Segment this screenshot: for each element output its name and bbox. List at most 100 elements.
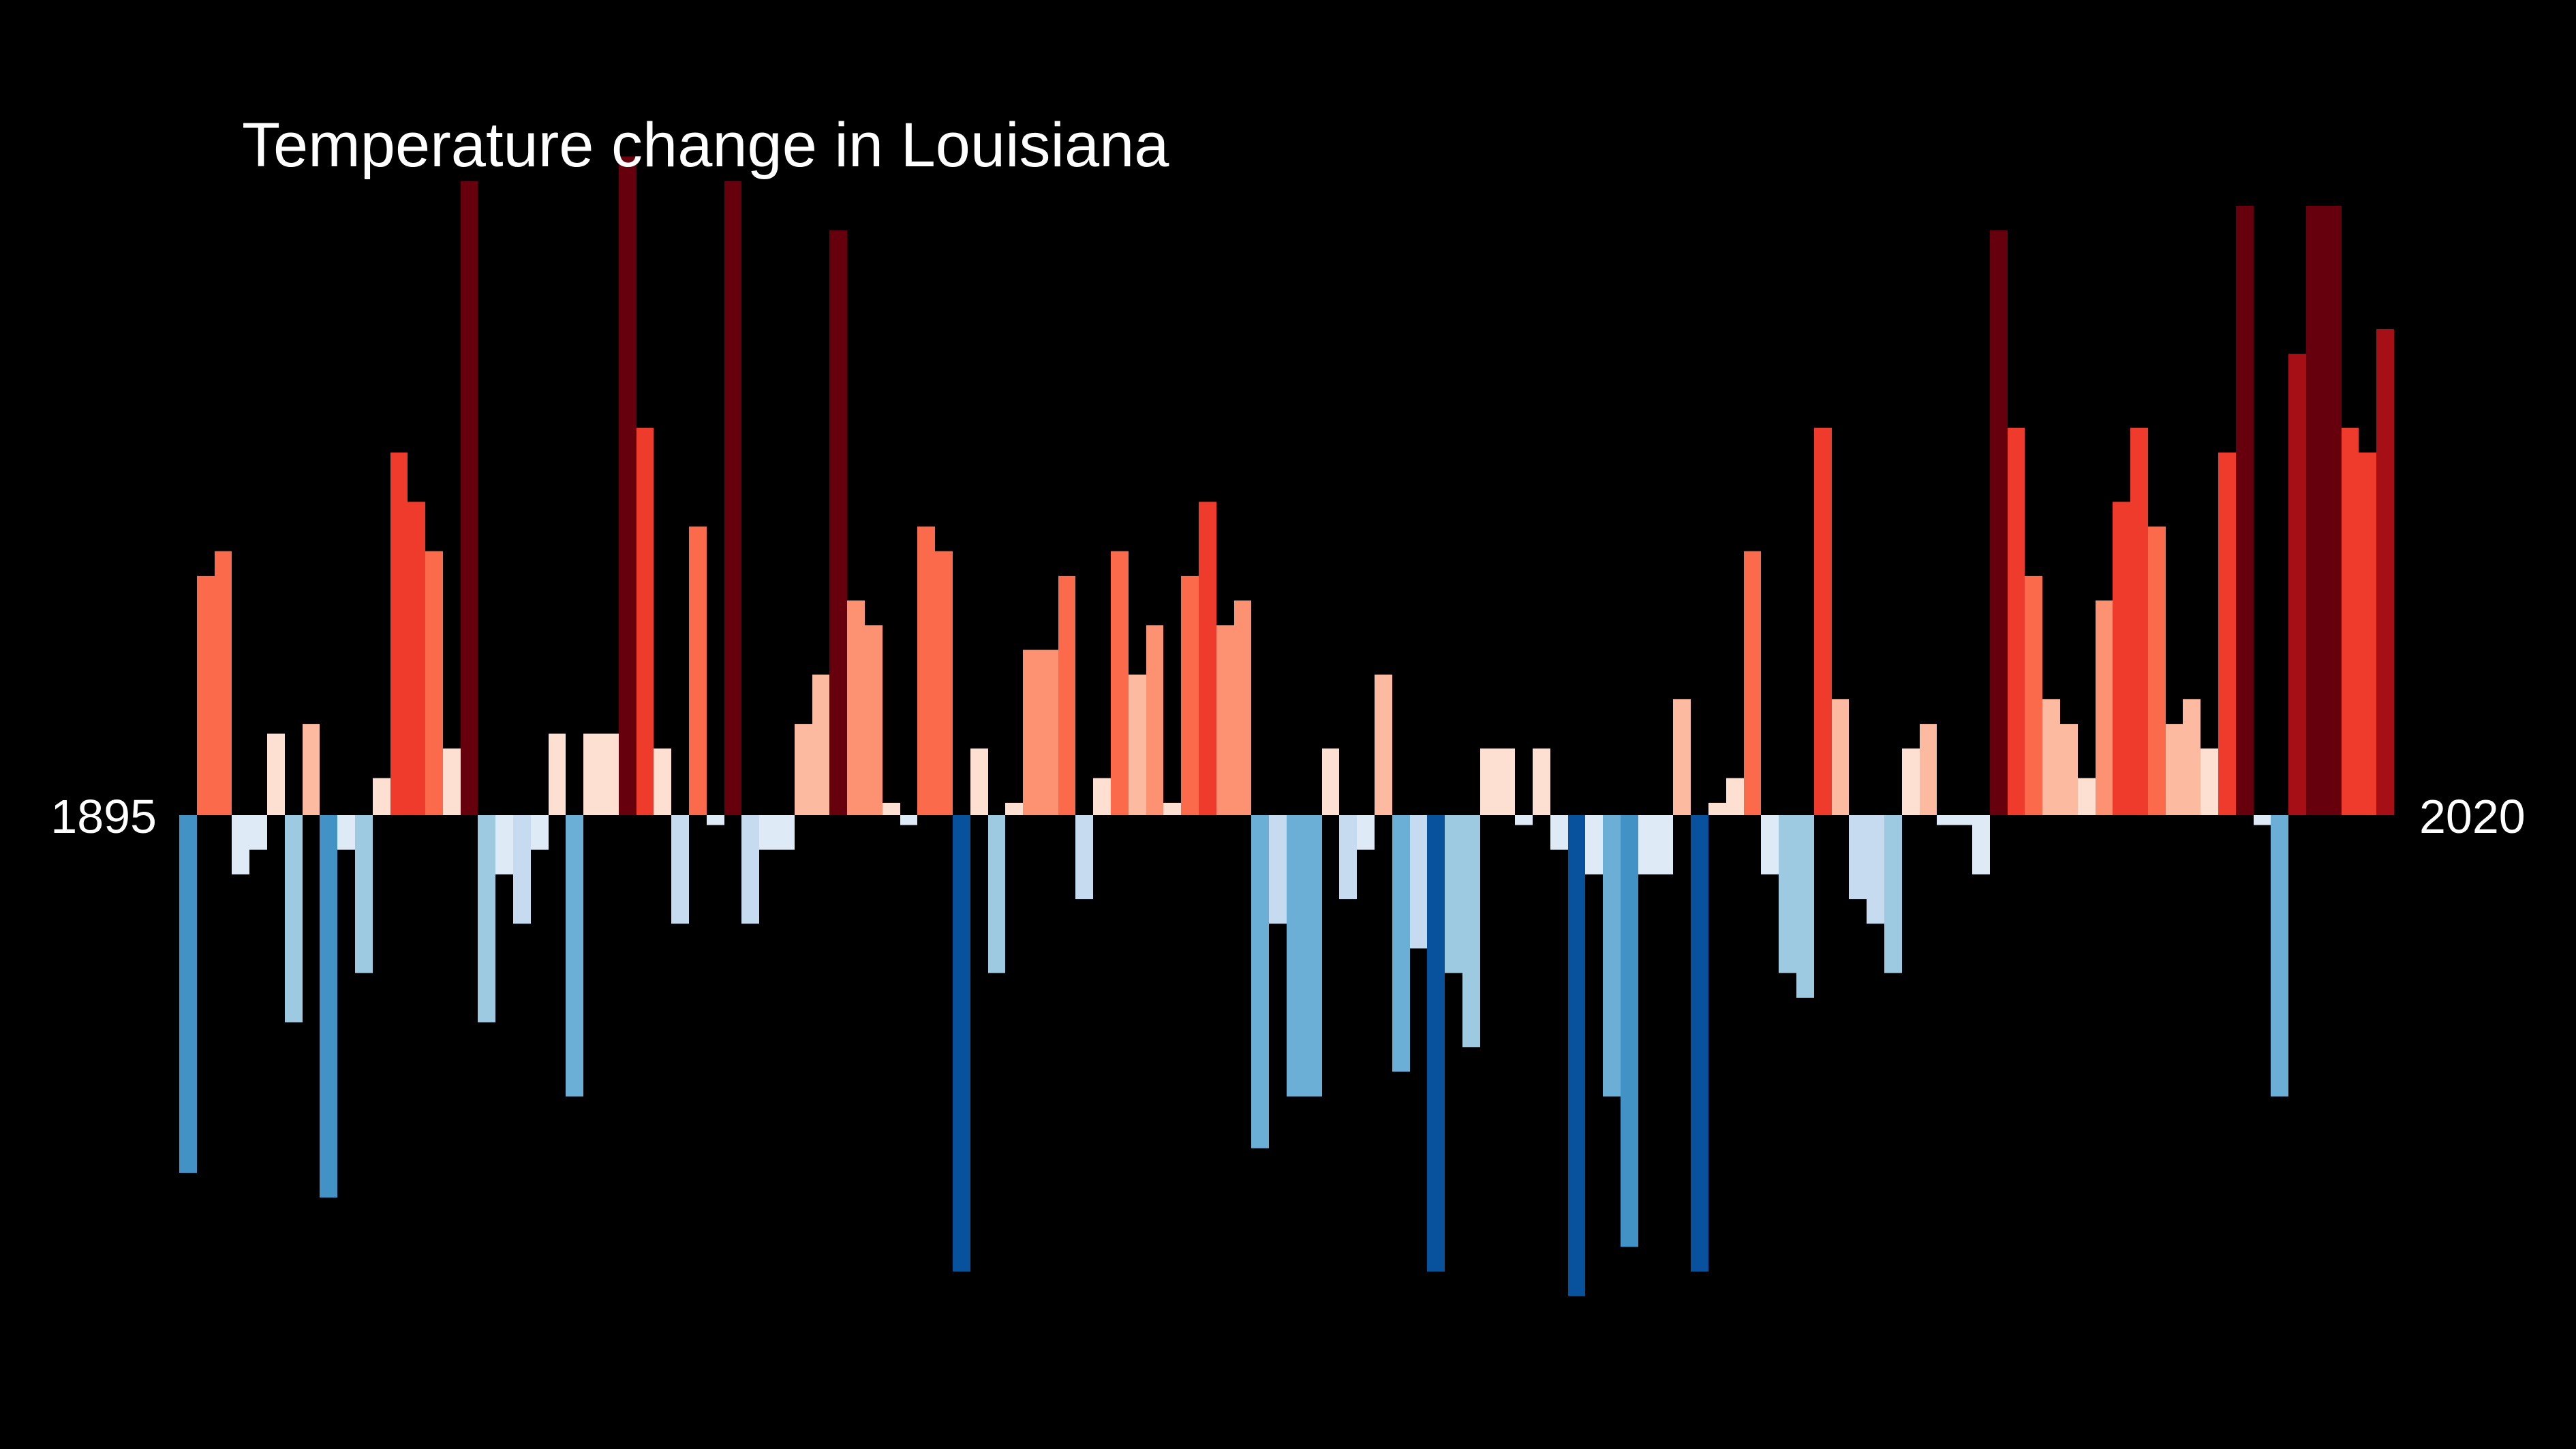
bar-1895 <box>179 815 197 1173</box>
bar-1931 <box>812 674 829 815</box>
bar-1993 <box>1902 748 1920 815</box>
bar-2008 <box>2166 724 2183 815</box>
bar-1924 <box>689 526 707 815</box>
bar-1976 <box>1603 815 1621 1097</box>
bar-1989 <box>1832 699 1849 815</box>
bar-1933 <box>847 600 865 815</box>
bar-1956 <box>1251 815 1269 1148</box>
bar-1963 <box>1375 674 1392 815</box>
bar-1970 <box>1498 748 1515 815</box>
bar-1967 <box>1445 815 1462 973</box>
bar-1980 <box>1673 699 1691 815</box>
bar-1952 <box>1181 575 1199 815</box>
bar-1926 <box>724 181 741 815</box>
bar-1930 <box>795 724 812 815</box>
bar-1990 <box>1849 815 1867 900</box>
bar-1914 <box>513 815 531 924</box>
bar-1919 <box>601 733 619 815</box>
bar-1981 <box>1691 815 1708 1272</box>
bar-1973 <box>1550 815 1568 850</box>
bar-1998 <box>1990 230 2008 816</box>
bar-1921 <box>637 427 654 815</box>
bar-1991 <box>1867 815 1884 924</box>
bar-1923 <box>671 815 689 924</box>
bar-1899 <box>249 815 267 850</box>
bar-1929 <box>777 815 795 850</box>
bar-1964 <box>1392 815 1410 1072</box>
bar-1961 <box>1339 815 1357 900</box>
bar-1949 <box>1129 674 1146 815</box>
end-year-label: 2020 <box>2419 790 2526 843</box>
bar-1948 <box>1111 551 1129 815</box>
bar-1946 <box>1075 815 1093 900</box>
bar-1996 <box>1954 815 1972 825</box>
bar-1936 <box>900 815 917 825</box>
bar-2020 <box>2376 329 2394 815</box>
bar-1940 <box>970 748 988 815</box>
bar-1907 <box>390 452 408 815</box>
bar-2012 <box>2236 205 2254 815</box>
bar-1982 <box>1708 802 1726 815</box>
bar-1945 <box>1058 575 1075 815</box>
bar-1941 <box>988 815 1005 973</box>
bar-1986 <box>1779 815 1796 973</box>
start-year-label: 1895 <box>50 790 157 843</box>
bar-2009 <box>2183 699 2201 815</box>
bar-1979 <box>1656 815 1673 874</box>
bar-1913 <box>495 815 513 874</box>
bar-1911 <box>461 181 478 815</box>
bar-1972 <box>1533 748 1550 815</box>
bar-1915 <box>531 815 549 850</box>
bar-1968 <box>1462 815 1480 1048</box>
bar-1997 <box>1972 815 1990 874</box>
bar-1978 <box>1638 815 1656 874</box>
bar-1958 <box>1287 815 1304 1097</box>
bar-1950 <box>1146 625 1163 815</box>
bar-1939 <box>953 815 970 1272</box>
bar-1992 <box>1884 815 1902 973</box>
bar-2004 <box>2096 600 2113 815</box>
bar-1944 <box>1041 650 1058 815</box>
bar-1955 <box>1234 600 1251 815</box>
bar-1932 <box>829 230 847 816</box>
bar-1925 <box>707 815 724 825</box>
bar-1975 <box>1585 815 1603 874</box>
bar-2005 <box>2113 502 2130 815</box>
bar-2000 <box>2025 575 2042 815</box>
bar-1960 <box>1322 748 1339 815</box>
chart-title: Temperature change in Louisiana <box>242 110 1169 180</box>
bar-1912 <box>478 815 495 1023</box>
bar-1908 <box>408 502 425 815</box>
bar-1988 <box>1814 427 1832 815</box>
bar-1947 <box>1093 778 1111 815</box>
bar-1922 <box>654 748 671 815</box>
bar-1966 <box>1427 815 1445 1272</box>
bar-1920 <box>619 156 637 815</box>
bar-2001 <box>2042 699 2060 815</box>
bar-2011 <box>2218 452 2236 815</box>
bar-1987 <box>1796 815 1814 998</box>
bar-2016 <box>2306 205 2324 815</box>
bar-2006 <box>2130 427 2148 815</box>
bar-1994 <box>1920 724 1937 815</box>
bar-1904 <box>337 815 355 850</box>
bar-1928 <box>759 815 777 850</box>
bar-1974 <box>1568 815 1585 1296</box>
bar-1999 <box>2008 427 2025 815</box>
bar-1995 <box>1937 815 1954 825</box>
bar-1927 <box>741 815 759 924</box>
bar-2003 <box>2078 778 2096 815</box>
bar-1969 <box>1480 748 1498 815</box>
bar-1901 <box>285 815 303 1023</box>
bar-1985 <box>1761 815 1779 874</box>
bar-1909 <box>425 551 443 815</box>
bar-1957 <box>1269 815 1287 924</box>
bar-2017 <box>2324 205 2342 815</box>
bar-1983 <box>1726 778 1744 815</box>
bar-1934 <box>865 625 883 815</box>
bar-1916 <box>549 733 566 815</box>
bar-1903 <box>320 815 337 1198</box>
bar-2014 <box>2271 815 2288 1097</box>
